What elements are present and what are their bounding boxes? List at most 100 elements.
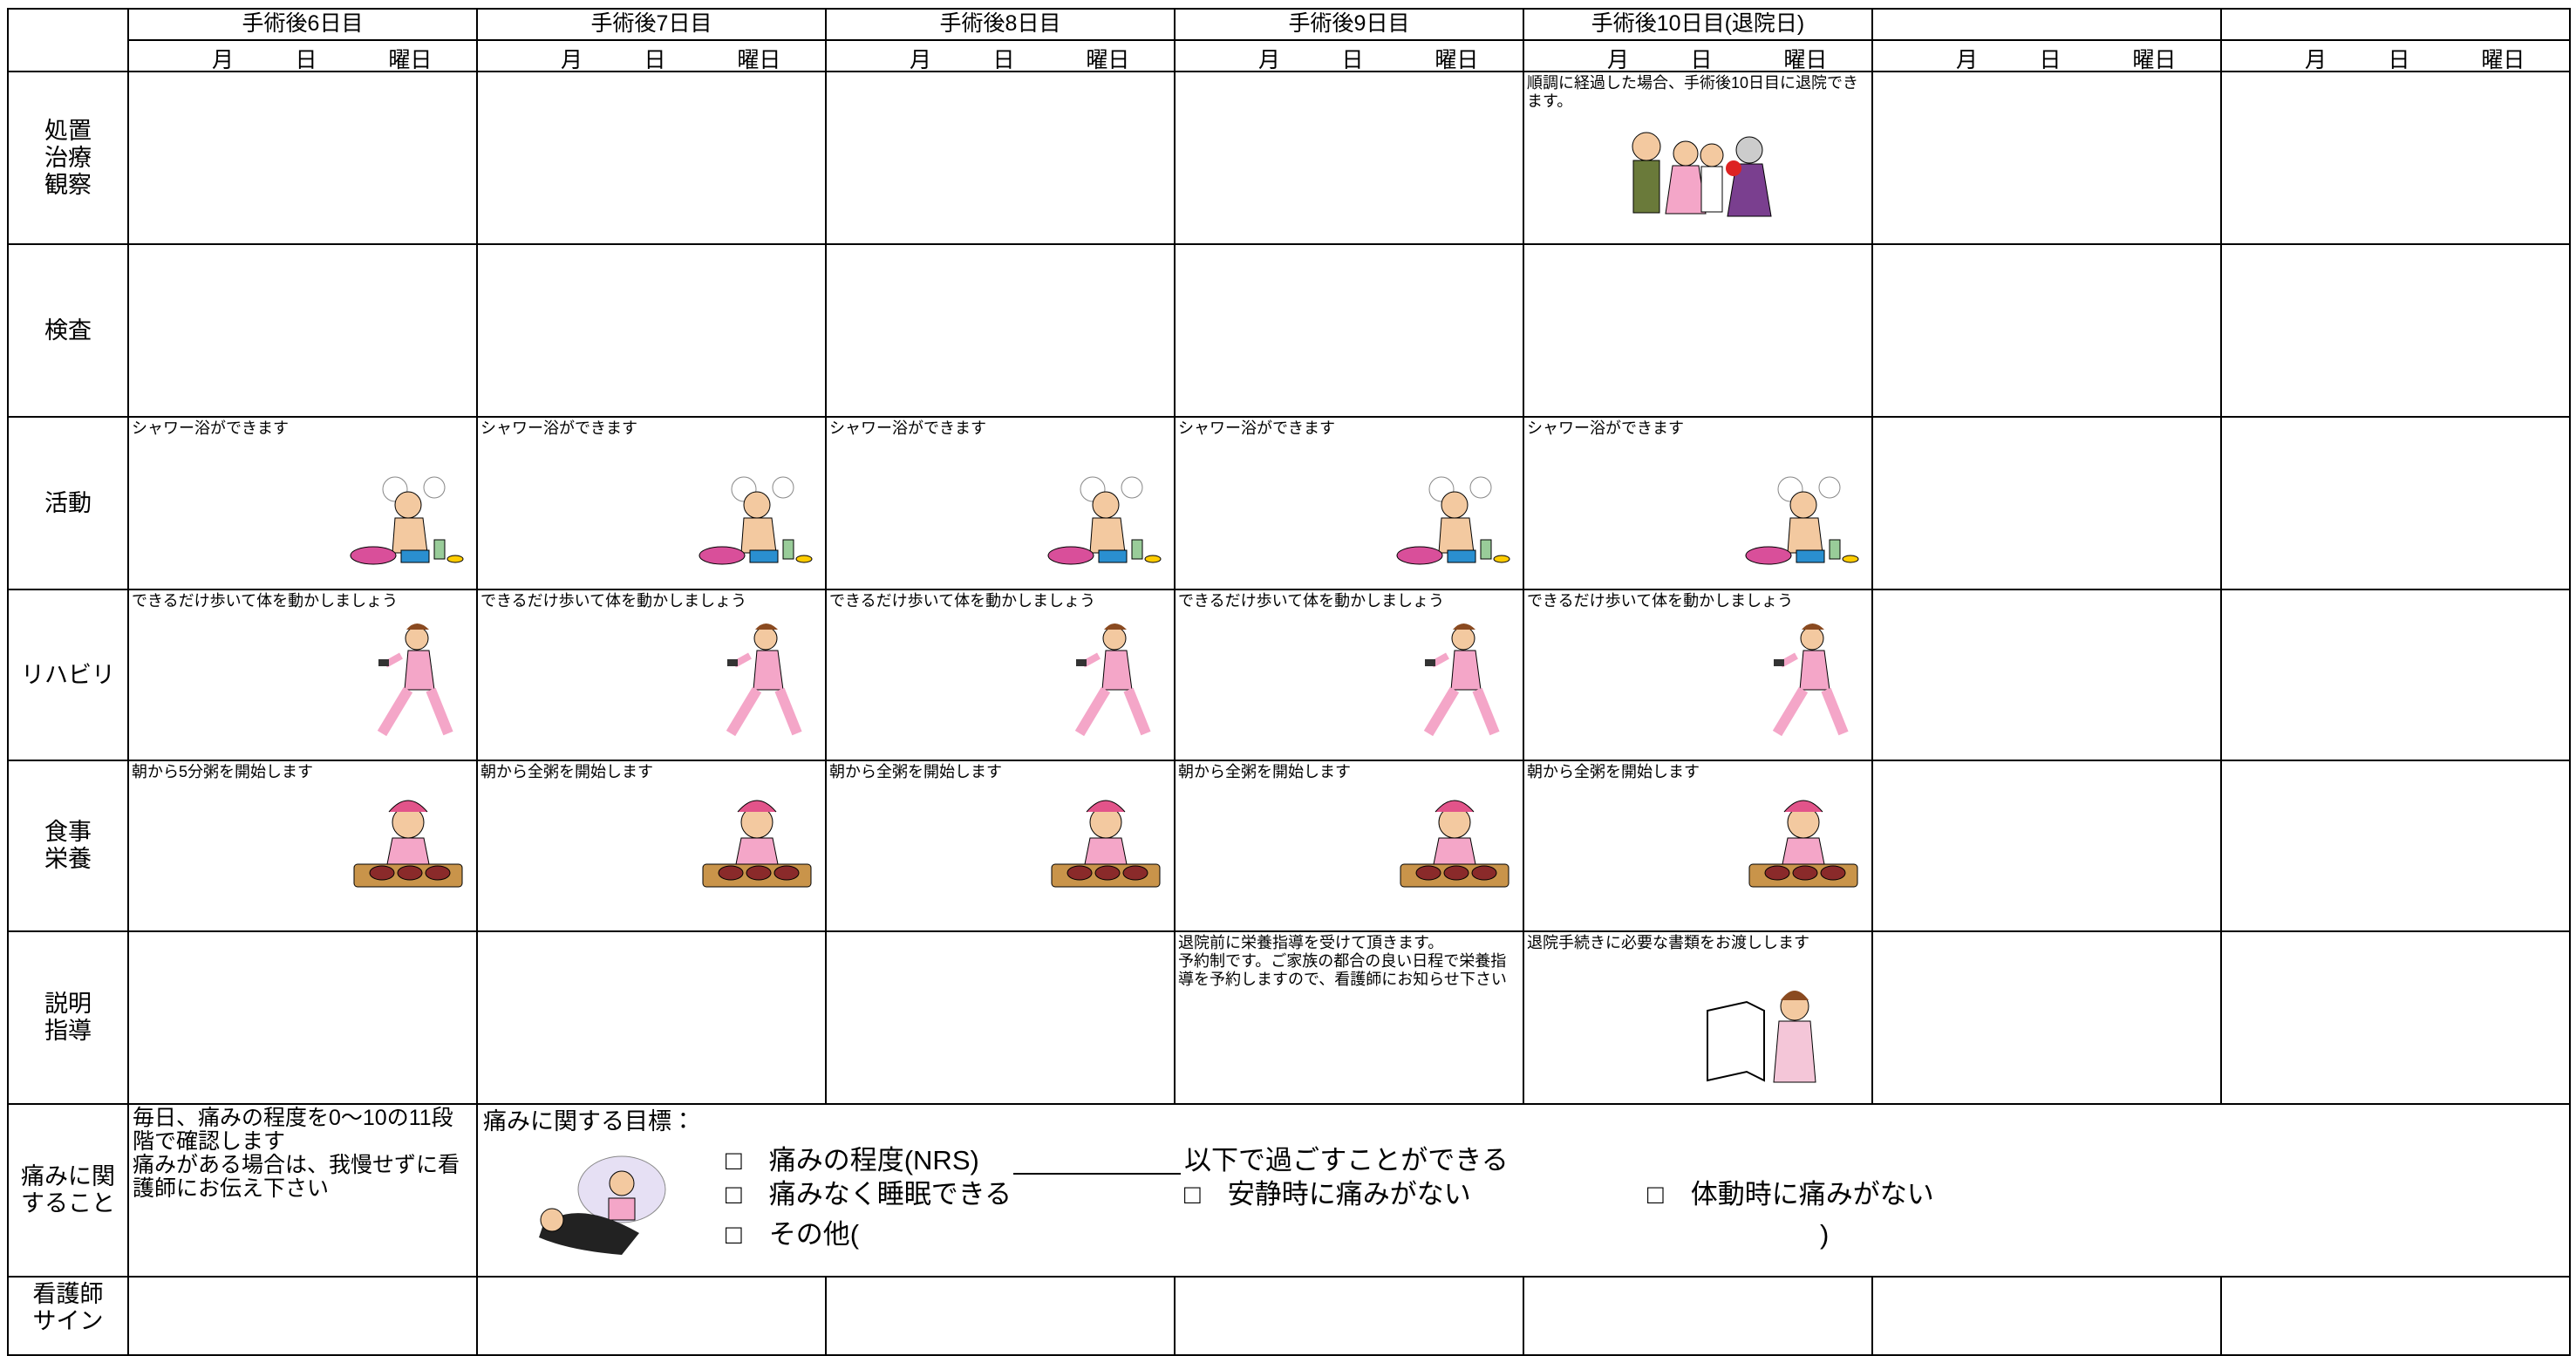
- schedule-cell: [476, 71, 827, 245]
- date-day: 日: [992, 48, 1015, 72]
- pain-goal-cell: 痛みに関する目標： □ 痛みの程度(NRS) 以下で過ごすことができる □ 痛みなく睡…: [476, 1103, 2571, 1278]
- illustration: [1411, 621, 1516, 747]
- date-month: 月: [1606, 48, 1629, 72]
- illustration: [696, 470, 818, 579]
- cell-text: シャワー浴ができます: [480, 419, 637, 437]
- date-day: 日: [644, 48, 666, 72]
- day-title: 手術後6日目: [242, 11, 364, 36]
- illustration: [1742, 796, 1864, 905]
- illustration: [1612, 120, 1786, 238]
- corner-cell: [7, 8, 129, 72]
- row-label: 痛みに関すること: [7, 1103, 129, 1278]
- illustration: [1045, 796, 1167, 905]
- day-title: 手術後7日目: [590, 11, 712, 36]
- schedule-cell: 朝から全粥を開始します: [1174, 760, 1524, 932]
- schedule-cell: [2220, 416, 2571, 590]
- schedule-cell: [1871, 416, 2222, 590]
- schedule-cell: [127, 71, 478, 245]
- schedule-row: 処置 治療 観察 順調に経過した場合、手術後10日目に退院できます。: [7, 71, 2571, 245]
- cell-text: シャワー浴ができます: [132, 419, 289, 437]
- date-month: 月: [909, 48, 931, 72]
- date-weekday: 曜日: [388, 48, 433, 72]
- illustration: [1699, 985, 1830, 1094]
- schedule-cell: できるだけ歩いて体を動かしましょう: [476, 589, 827, 761]
- illustration: [1742, 470, 1864, 579]
- date-weekday: 曜日: [737, 48, 781, 72]
- day-header: 手術後7日目: [476, 8, 827, 41]
- schedule-cell: [127, 930, 478, 1105]
- goal-item: □ その他(: [726, 1219, 860, 1250]
- cell-text: できるだけ歩いて体を動かしましょう: [132, 592, 399, 610]
- day-header: [2220, 8, 2571, 41]
- day-header: 手術後8日目: [825, 8, 1176, 41]
- cell-text: できるだけ歩いて体を動かしましょう: [480, 592, 747, 610]
- date-day: 日: [2039, 48, 2061, 72]
- illustration: [1062, 621, 1167, 747]
- schedule-cell: [476, 243, 827, 418]
- cell-text: 退院前に栄養指導を受けて頂きます。 予約制です。ご家族の都合の良い日程で栄養指導…: [1178, 934, 1507, 988]
- date-month: 月: [2304, 48, 2327, 72]
- date-day: 日: [295, 48, 317, 72]
- row-label: 処置 治療 観察: [7, 71, 129, 245]
- date-day: 日: [1341, 48, 1364, 72]
- header-row: 手術後6日目 手術後7日目 手術後8日目 手術後9日目 手術後10日目(退院日): [7, 8, 2571, 72]
- goal-item: 以下で過ごすことができる: [1184, 1145, 1509, 1175]
- sheet: 手術後6日目 手術後7日目 手術後8日目 手術後9日目 手術後10日目(退院日) 月 日 曜日…: [7, 8, 2571, 1356]
- pain-note: 毎日、痛みの程度を0～10の11段階で確認します 痛みがある場合は、我慢せずに看…: [133, 1106, 460, 1201]
- illustration: [347, 796, 469, 905]
- schedule-cell: シャワー浴ができます: [476, 416, 827, 590]
- day-header: [1871, 8, 2222, 41]
- row-label: 活動: [7, 416, 129, 590]
- date-weekday: 曜日: [2481, 48, 2525, 72]
- schedule-cell: [1174, 243, 1524, 418]
- schedule-cell: 朝から全粥を開始します: [825, 760, 1176, 932]
- sign-cell: [476, 1276, 827, 1356]
- schedule-cell: [1523, 243, 1873, 418]
- schedule-cell: [2220, 71, 2571, 245]
- schedule-cell: [1871, 243, 2222, 418]
- schedule-cell: できるだけ歩いて体を動かしましょう: [1174, 589, 1524, 761]
- cell-text: シャワー浴ができます: [1527, 419, 1684, 437]
- date-cell: 月 日 曜日: [825, 39, 1176, 72]
- date-month: 月: [560, 48, 583, 72]
- schedule-cell: 朝から全粥を開始します: [476, 760, 827, 932]
- schedule-cell: シャワー浴ができます: [1523, 416, 1873, 590]
- pathway-table: 手術後6日目 手術後7日目 手術後8日目 手術後9日目 手術後10日目(退院日) 月 日 曜日…: [7, 8, 2571, 1356]
- schedule-row: 活動 シャワー浴ができます シャワー浴ができます シャワー浴ができます シャワー浴ができ…: [7, 416, 2571, 590]
- goal-item: □ 痛みの程度(NRS): [726, 1145, 979, 1175]
- schedule-cell: [1174, 71, 1524, 245]
- goal-item: □ 体動時に痛みがない: [1647, 1179, 1934, 1209]
- page: clinical pathway html, body { margin: 0;…: [7, 8, 2571, 1356]
- date-weekday: 曜日: [1435, 48, 1479, 72]
- row-label: リハビリ: [7, 589, 129, 761]
- schedule-cell: 順調に経過した場合、手術後10日目に退院できます。: [1523, 71, 1873, 245]
- illustration: [365, 621, 469, 747]
- date-cell: 月 日 曜日: [2220, 39, 2571, 72]
- schedule-cell: できるだけ歩いて体を動かしましょう: [1523, 589, 1873, 761]
- schedule-cell: [825, 930, 1176, 1105]
- schedule-cell: [1871, 589, 2222, 761]
- date-cell: 月 日 曜日: [476, 39, 827, 72]
- cell-text: 朝から全粥を開始します: [1178, 763, 1351, 780]
- illustration: [1760, 621, 1864, 747]
- illustration: [1045, 470, 1167, 579]
- schedule-cell: シャワー浴ができます: [127, 416, 478, 590]
- cell-text: シャワー浴ができます: [829, 419, 986, 437]
- row-label: 看護師 サイン: [7, 1276, 129, 1356]
- cell-text: 朝から全粥を開始します: [829, 763, 1002, 780]
- day-title: 手術後9日目: [1288, 11, 1410, 36]
- row-label: 食事 栄養: [7, 760, 129, 932]
- illustration: [347, 470, 469, 579]
- day-header: 手術後6日目: [127, 8, 478, 41]
- sign-cell: [1523, 1276, 1873, 1356]
- goal-item: ): [1820, 1219, 1830, 1250]
- day-title: 手術後10日目(退院日): [1591, 11, 1805, 36]
- schedule-cell: [2220, 930, 2571, 1105]
- date-day: 日: [1690, 48, 1713, 72]
- cell-text: できるだけ歩いて体を動かしましょう: [1527, 592, 1794, 610]
- date-weekday: 曜日: [1783, 48, 1828, 72]
- illustration: [713, 621, 818, 747]
- schedule-row: リハビリ できるだけ歩いて体を動かしましょう できるだけ歩いて体を動かしましょう でき…: [7, 589, 2571, 761]
- illustration: [696, 796, 818, 905]
- schedule-cell: 朝から全粥を開始します: [1523, 760, 1873, 932]
